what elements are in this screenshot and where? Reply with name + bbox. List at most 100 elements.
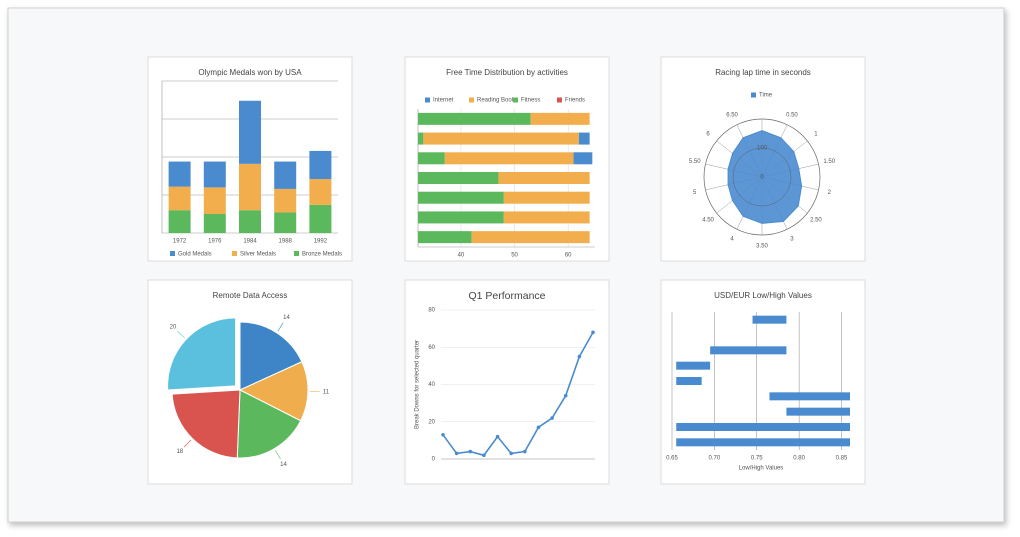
y-tick-label: 40 [428, 382, 435, 388]
line-marker [563, 393, 568, 398]
radius-label: 100 [757, 146, 768, 152]
data-label: 18 [176, 449, 183, 455]
chart-title: Racing lap time in seconds [715, 68, 811, 77]
bar-segment [418, 191, 504, 204]
data-label: 14 [283, 315, 290, 321]
line-marker [454, 451, 459, 456]
bar-segment [471, 231, 590, 244]
chart-title: Free Time Distribution by activities [446, 68, 568, 77]
y-tick-label: 20 [428, 419, 435, 425]
line-marker [523, 449, 527, 454]
chart-title: Olympic Medals won by USA [198, 68, 302, 77]
x-tick-label: 0.85 [836, 456, 848, 462]
angle-label: 3.50 [756, 244, 768, 250]
bar-segment [239, 100, 261, 164]
chart-title: Remote Data Access [213, 291, 288, 300]
x-tick-label: 0.70 [709, 456, 721, 462]
chart-card: USD/EUR Low/High Values 0.65 0.70 0.75 0.80 0… [660, 279, 866, 485]
angle-label: 4 [730, 237, 734, 243]
range-bar [786, 407, 850, 416]
pie-slice [167, 317, 237, 391]
bar-segment [309, 179, 332, 205]
line-marker [482, 453, 486, 458]
bar-segment [309, 150, 332, 180]
bar-segment [418, 112, 531, 125]
bar-segment [309, 204, 332, 233]
chart-card: Free Time Distribution by activities 40 50… [404, 56, 610, 262]
legend-label: Time [759, 93, 773, 99]
bar-segment [274, 188, 297, 213]
y-axis-title: Break Downs for selected quarter [415, 340, 421, 429]
angle-label: 6.50 [726, 112, 738, 118]
angle-label: 3 [790, 237, 794, 243]
angle-label: 4.50 [702, 218, 714, 224]
angle-label: 5 [693, 190, 697, 196]
chart-title: Q1 Performance [468, 290, 545, 302]
x-axis-title: Low/High Values [739, 466, 784, 472]
legend-swatch [513, 97, 518, 103]
angle-label: 0.50 [786, 112, 798, 118]
pie-slice [238, 361, 309, 422]
bar-segment [503, 211, 590, 224]
angle-label: 1 [814, 132, 818, 138]
range-bar [769, 392, 850, 401]
line-path [442, 331, 594, 457]
angle-label: 5.50 [689, 159, 701, 165]
data-label: 14 [280, 462, 287, 468]
bar-segment [573, 152, 593, 165]
chart-card: Racing lap time in seconds 0.50 1 1.50 2 2.50… [660, 56, 866, 262]
range-bar [676, 377, 702, 385]
y-tick-label: 0 [432, 457, 436, 463]
range-bar [752, 315, 787, 324]
bar-segment [274, 212, 297, 233]
x-tick-label: 40 [458, 253, 465, 259]
line-marker [509, 451, 513, 456]
chart-title: USD/EUR Low/High Values [714, 291, 812, 300]
bar-segment [530, 112, 590, 125]
bar-segment [444, 152, 574, 165]
range-bar [676, 423, 850, 431]
bar-segment [498, 172, 590, 184]
legend-label: Internet [433, 98, 454, 104]
x-tick-label: 1984 [243, 239, 257, 245]
x-tick-label: 0.75 [751, 456, 763, 462]
line-marker [495, 434, 500, 439]
angle-label: 1.50 [823, 159, 835, 165]
range-bar [710, 346, 787, 355]
y-tick-label: 80 [428, 308, 435, 314]
bar-segment [418, 132, 424, 145]
bar-segment [418, 211, 504, 224]
bar-segment [168, 161, 191, 187]
polar-area [727, 130, 803, 224]
legend-swatch [425, 97, 430, 103]
leader-line [277, 322, 284, 332]
line-marker [536, 425, 541, 430]
pie-slice [236, 389, 302, 459]
x-tick-label: 1972 [173, 239, 187, 245]
bar-segment [418, 152, 445, 165]
legend-swatch [232, 251, 237, 256]
legend-label: Gold Medals [178, 252, 212, 258]
x-tick-label: 50 [511, 253, 518, 259]
data-label: 20 [170, 325, 177, 331]
x-tick-label: 0.65 [666, 456, 678, 462]
bar-segment [168, 186, 191, 211]
range-bar [676, 438, 850, 447]
bar-segment [239, 163, 261, 211]
line-marker [577, 354, 582, 359]
line-marker [441, 432, 445, 437]
bar-segment [503, 191, 590, 204]
x-tick-label: 0.80 [793, 456, 805, 462]
legend-swatch [469, 97, 474, 103]
y-tick-label: 60 [428, 345, 435, 351]
pie-slice [239, 321, 303, 391]
chart-card: Remote Data Access 14 11 14 18 20 [147, 279, 353, 485]
legend-swatch [170, 251, 175, 256]
bar-segment [203, 161, 226, 188]
card-background [404, 279, 610, 485]
range-bar [676, 361, 711, 370]
leader-line [177, 330, 185, 339]
bar-segment [418, 231, 472, 244]
legend-label: Reading Books [477, 98, 518, 104]
